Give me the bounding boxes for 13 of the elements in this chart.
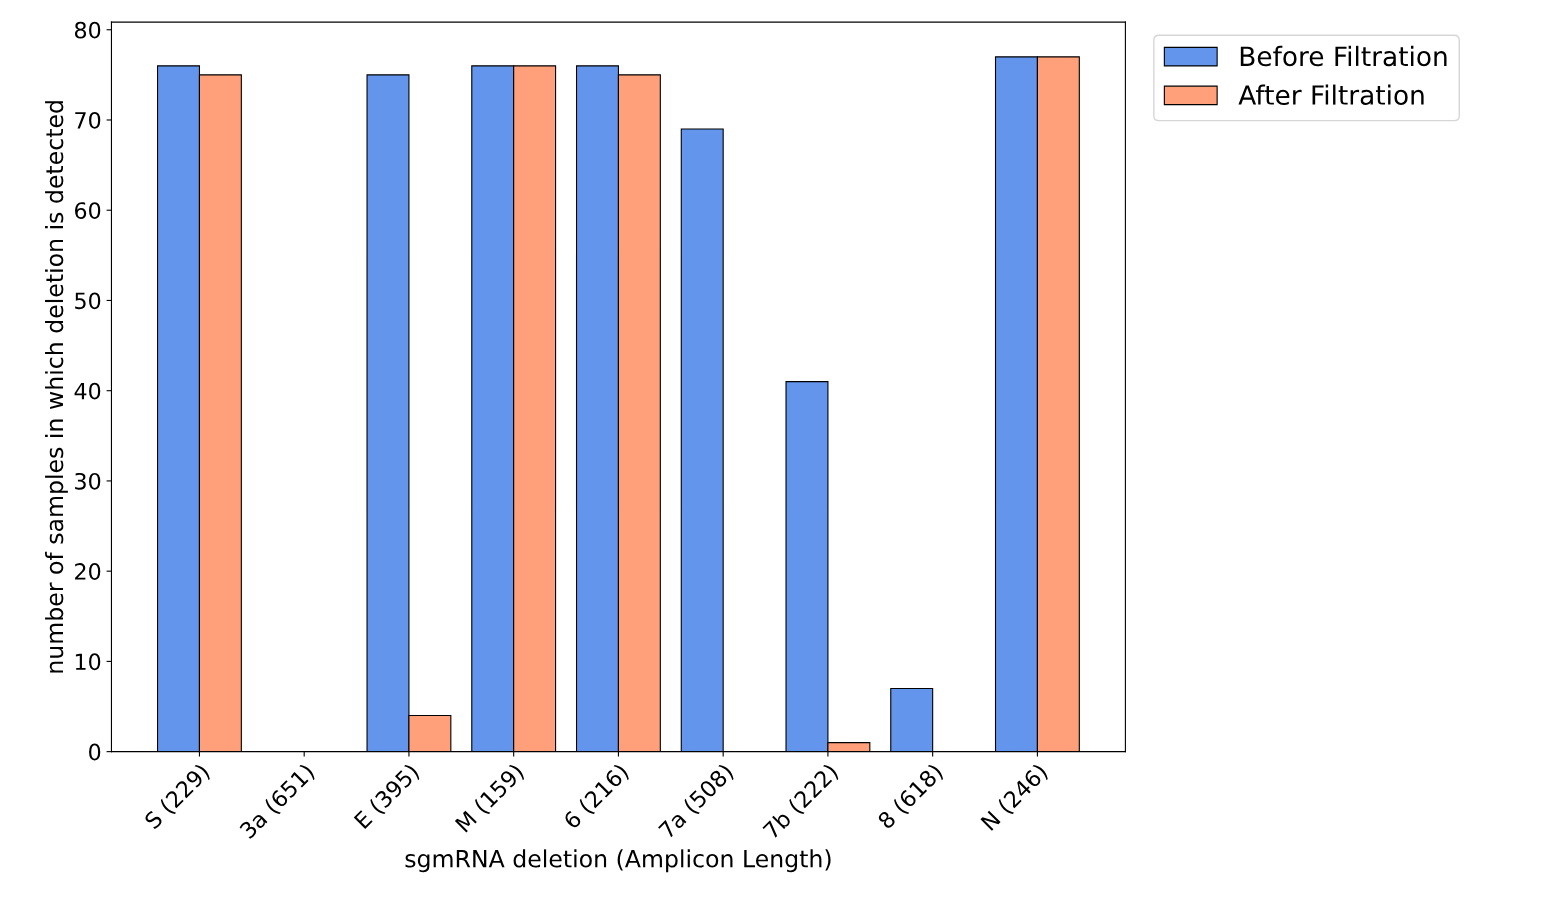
- y-tick-label: 70: [75, 111, 101, 129]
- y-tick-label: 30: [75, 472, 101, 490]
- y-tick-label: 10: [75, 653, 101, 671]
- y-tick-label: 0: [89, 743, 101, 761]
- y-tick-label: 20: [75, 563, 101, 580]
- y-tick-label: 40: [74, 382, 101, 400]
- y-tick-label: 60: [75, 202, 101, 219]
- y-axis-title: number of samples in which deletion is detected: [45, 101, 68, 673]
- x-axis-title: sgmRNA deletion (Amplicon Length): [405, 849, 831, 873]
- y-tick-label: 50: [75, 292, 101, 310]
- legend-label: After Filtration: [1238, 84, 1424, 105]
- legend-label: Before Filtration: [1240, 45, 1447, 67]
- y-tick-label: 80: [74, 21, 101, 39]
